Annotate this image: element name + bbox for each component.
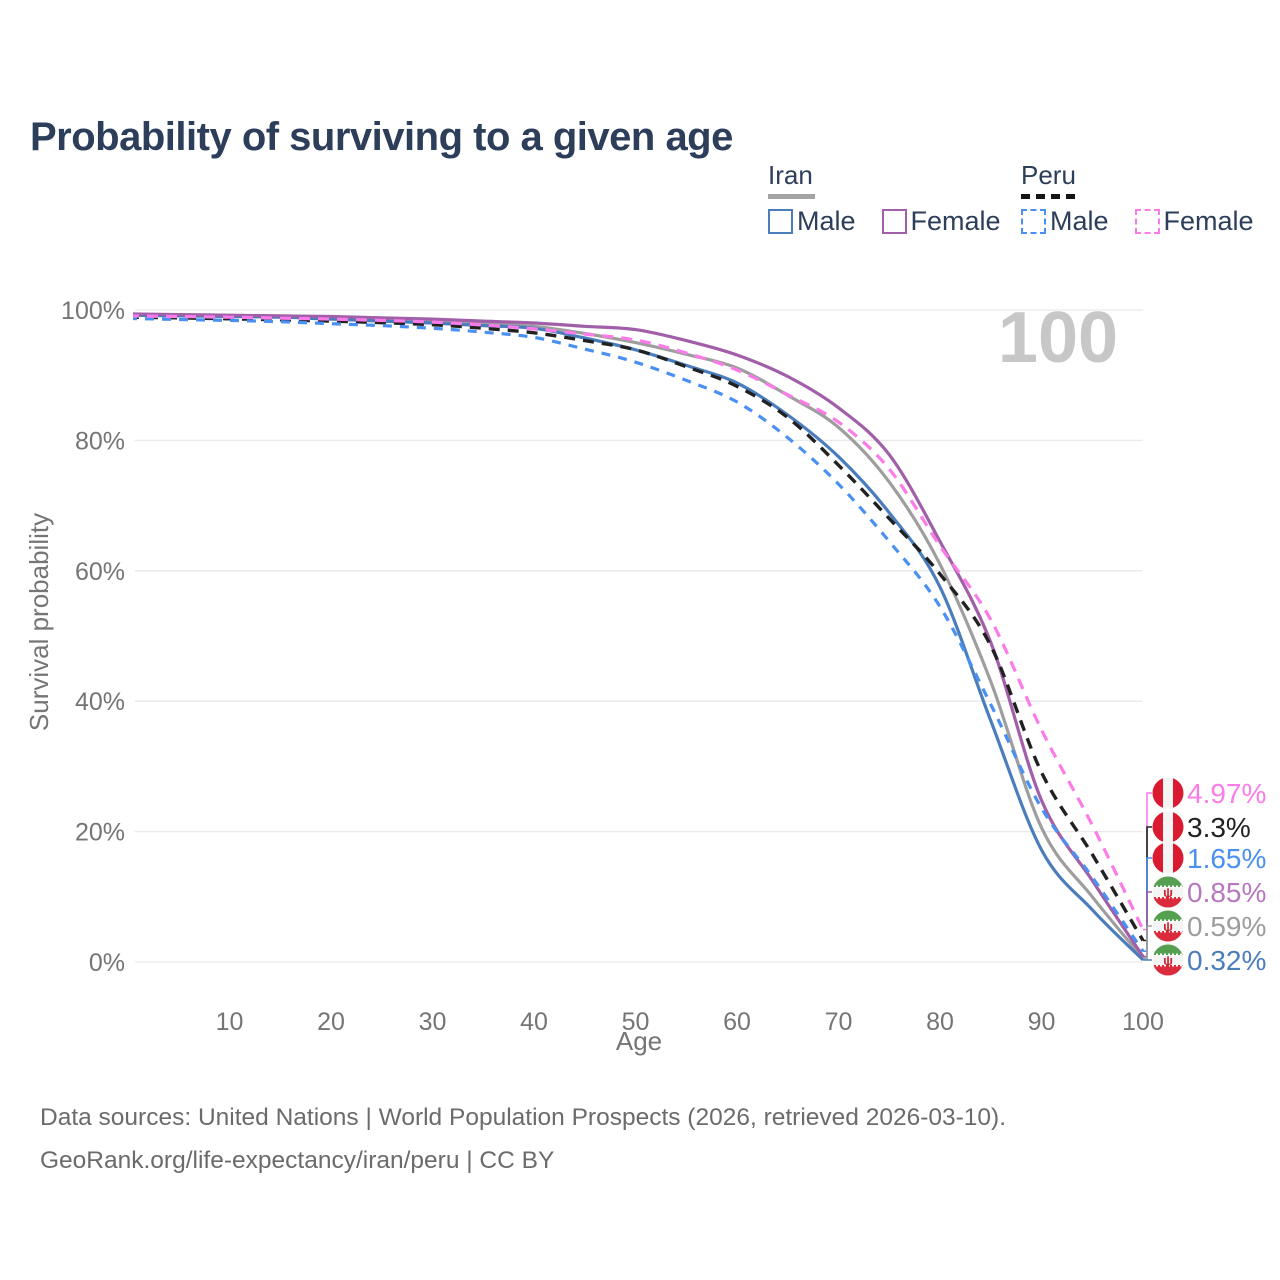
- x-tick-label-60: 60: [723, 1008, 751, 1036]
- data-sources-text: Data sources: United Nations | World Pop…: [40, 1104, 1007, 1131]
- y-tick-label-0: 0%: [89, 949, 125, 977]
- legend-label-peru-male: Male: [1050, 206, 1109, 236]
- x-tick-label-90: 90: [1028, 1008, 1056, 1036]
- legend-swatch-peru-male: [1021, 209, 1046, 234]
- legend-underline-iran-solid: [768, 194, 815, 199]
- iran-flag-icon: ψ: [1152, 876, 1184, 908]
- x-tick-label-20: 20: [317, 1008, 345, 1036]
- chart-footer: Data sources: United Nations | World Pop…: [40, 1096, 1006, 1182]
- legend-group-peru: Peru Male Female: [1021, 160, 1254, 237]
- series-line-iran-both[interactable]: [128, 313, 1145, 960]
- chart-legend: Iran Male Female Peru Male Female: [0, 160, 1280, 240]
- x-tick-label-30: 30: [419, 1008, 447, 1036]
- iran-flag-icon: ψ: [1152, 944, 1184, 976]
- end-label-value-iran-female: 0.85%: [1187, 877, 1266, 908]
- svg-text:ψ: ψ: [1163, 953, 1173, 968]
- y-axis-title: Survival probability: [24, 513, 54, 731]
- legend-country-iran: Iran: [768, 160, 813, 190]
- series-line-peru-female[interactable]: [128, 314, 1145, 931]
- series-line-peru-both[interactable]: [128, 315, 1145, 942]
- series-line-peru-male[interactable]: [128, 316, 1145, 953]
- legend-item-peru-male[interactable]: Male: [1021, 206, 1109, 237]
- y-tick-label-60: 60%: [75, 558, 125, 586]
- x-tick-label-50: 50: [622, 1008, 650, 1036]
- svg-text:ψ: ψ: [1163, 919, 1173, 934]
- end-label-value-iran-both: 0.59%: [1187, 911, 1266, 942]
- legend-item-iran-female[interactable]: Female: [881, 206, 1001, 237]
- end-label-value-peru-male: 1.65%: [1187, 843, 1266, 874]
- x-tick-label-40: 40: [520, 1008, 548, 1036]
- svg-text:ψ: ψ: [1163, 885, 1173, 900]
- end-label-iran-male[interactable]: ψ 0.32%: [1143, 944, 1266, 976]
- x-tick-label-10: 10: [216, 1008, 244, 1036]
- end-label-peru-male[interactable]: 1.65%: [1143, 842, 1266, 952]
- legend-label-peru-female: Female: [1163, 206, 1254, 236]
- hover-age-watermark: 100: [998, 298, 1118, 378]
- legend-country-peru: Peru: [1021, 160, 1076, 190]
- end-label-peru-female[interactable]: 4.97%: [1143, 777, 1266, 931]
- y-tick-label-20: 20%: [75, 819, 125, 847]
- x-tick-label-70: 70: [825, 1008, 853, 1036]
- end-label-value-peru-female: 4.97%: [1187, 778, 1266, 809]
- end-label-connector-iran-female: [1143, 891, 1152, 958]
- peru-flag-icon: [1152, 842, 1184, 874]
- y-tick-label-100: 100%: [61, 297, 125, 325]
- x-tick-label-100: 100: [1122, 1008, 1164, 1036]
- end-label-value-iran-male: 0.32%: [1187, 945, 1266, 976]
- x-axis-title: Age: [616, 1026, 662, 1056]
- legend-group-iran: Iran Male Female: [768, 160, 1001, 237]
- legend-swatch-iran-male: [768, 209, 793, 234]
- page-title: Probability of surviving to a given age: [30, 114, 733, 159]
- end-label-connector-iran-both: [1143, 925, 1152, 959]
- end-label-value-peru-both: 3.3%: [1187, 812, 1251, 843]
- legend-underline-peru-dashed: [1021, 194, 1076, 199]
- legend-items-peru: Male Female: [1021, 206, 1254, 237]
- legend-label-iran-male: Male: [797, 206, 856, 236]
- y-tick-label-40: 40%: [75, 688, 125, 716]
- attribution-text: GeoRank.org/life-expectancy/iran/peru | …: [40, 1147, 555, 1174]
- iran-flag-icon: ψ: [1152, 910, 1184, 942]
- series-line-iran-male[interactable]: [128, 313, 1145, 962]
- legend-swatch-iran-female: [881, 209, 907, 234]
- peru-flag-icon: [1152, 811, 1184, 843]
- legend-items-iran: Male Female: [768, 206, 1001, 237]
- peru-flag-icon: [1152, 777, 1184, 809]
- legend-item-peru-female[interactable]: Female: [1134, 206, 1254, 237]
- x-tick-label-80: 80: [926, 1008, 954, 1036]
- end-label-iran-female[interactable]: ψ 0.85%: [1143, 876, 1266, 958]
- legend-label-iran-female: Female: [910, 206, 1001, 236]
- series-lines: [128, 312, 1145, 962]
- end-label-iran-both[interactable]: ψ 0.59%: [1143, 910, 1266, 959]
- series-line-iran-female[interactable]: [128, 312, 1145, 958]
- legend-swatch-peru-female: [1134, 209, 1160, 234]
- legend-item-iran-male[interactable]: Male: [768, 206, 856, 237]
- y-tick-label-80: 80%: [75, 427, 125, 455]
